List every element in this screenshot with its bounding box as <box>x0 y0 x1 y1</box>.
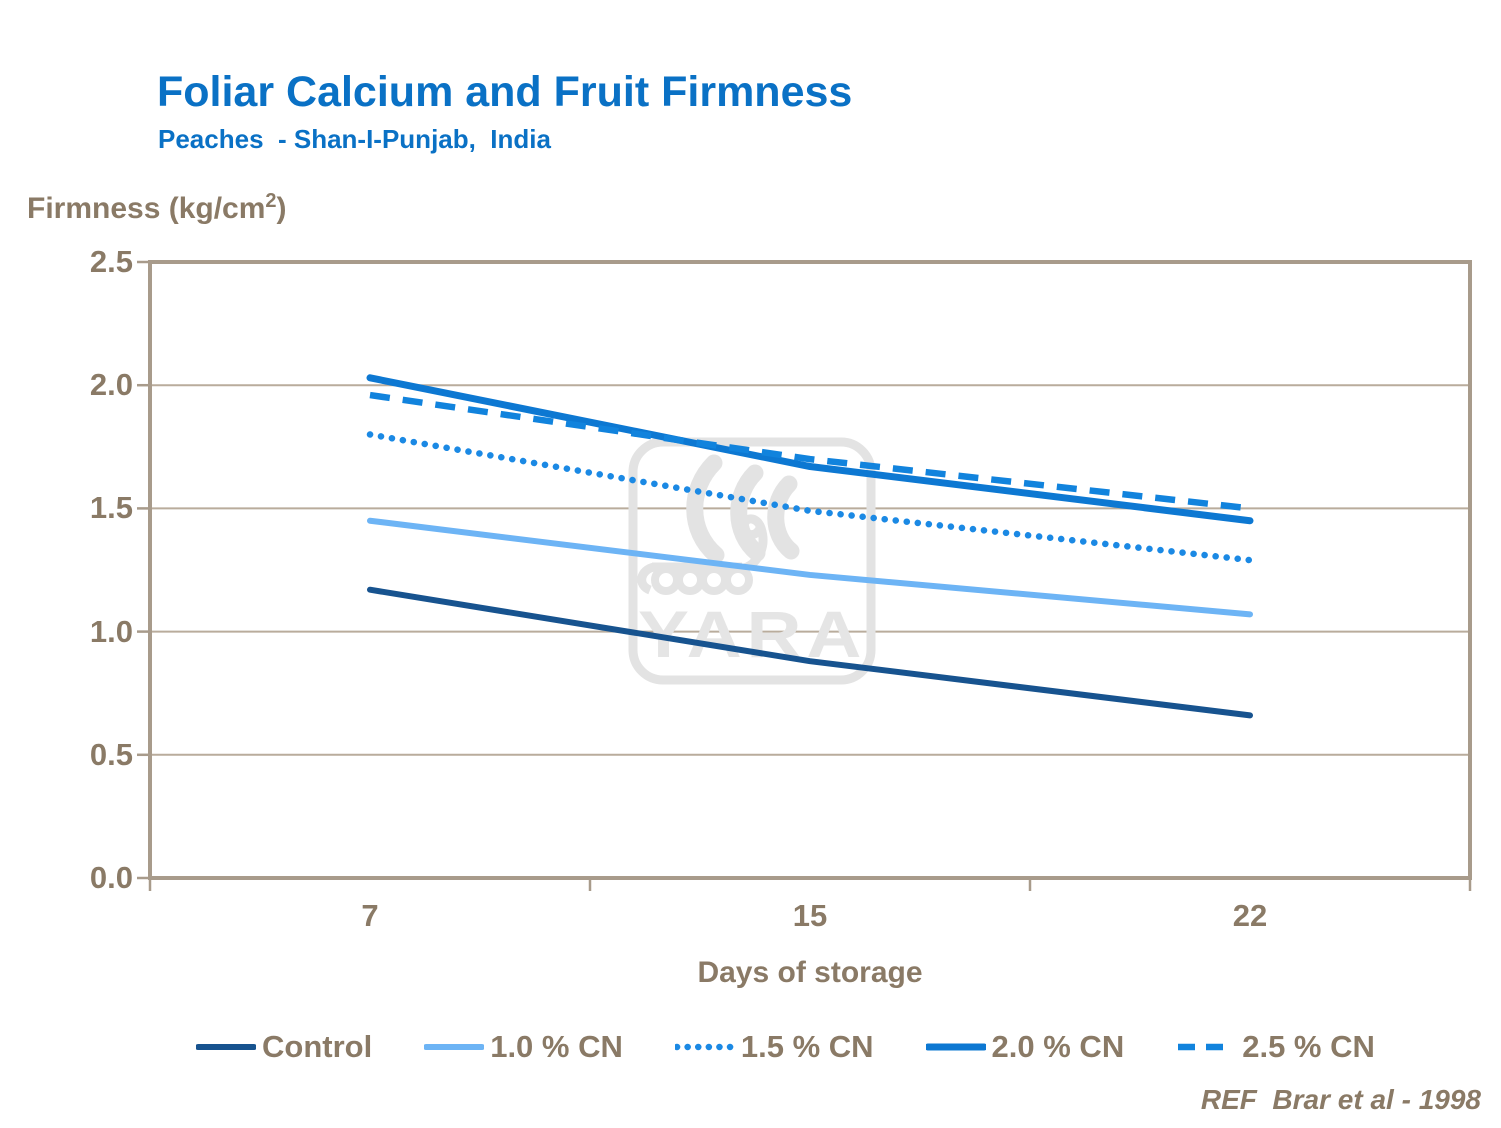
series-line-1-5-cn <box>366 431 1254 564</box>
y-axis-title-superscript: 2 <box>265 190 277 212</box>
chart-subtitle: Peaches - Shan-I-Punjab, India <box>158 124 551 154</box>
x-tick-label-22: 22 <box>1232 898 1268 933</box>
chart-title: Foliar Calcium and Fruit Firmness <box>157 68 853 116</box>
legend-swatch-1-0-cn <box>424 1044 485 1050</box>
x-tick-label-15: 15 <box>792 898 828 933</box>
legend-swatch-2-0-cn <box>925 1043 986 1051</box>
y-tick-label-1.5: 1.5 <box>89 490 133 526</box>
yara-watermark-logo: YARA <box>628 437 876 685</box>
legend-label-2-0-cn: 2.0 % CN <box>991 1029 1125 1064</box>
plot-border <box>148 260 1472 880</box>
series-line-control <box>367 586 1253 719</box>
legend-swatch-2-5-cn <box>1178 1043 1235 1051</box>
legend-swatch-1-5-cn <box>674 1043 735 1051</box>
y-tick-label-0.0: 0.0 <box>89 860 133 895</box>
y-tick-label-0.5: 0.5 <box>89 736 133 772</box>
chart-legend: Control 1.0 % CN 1.5 % CN 2.0 % CN 2.5 % CN <box>196 1020 1375 1074</box>
legend-item-1-0-cn: 1.0 % CN <box>424 1029 623 1065</box>
legend-item-control: Control <box>196 1029 372 1065</box>
legend-label-2-5-cn: 2.5 % CN <box>1242 1029 1375 1064</box>
y-axis-title-close: ) <box>276 192 287 225</box>
watermark-text: YARA <box>638 597 866 671</box>
legend-item-2-0-cn: 2.0 % CN <box>925 1029 1125 1065</box>
y-tick-label-1.0: 1.0 <box>89 613 133 649</box>
x-axis-title: Days of storage <box>697 956 923 989</box>
legend-item-1-5-cn: 1.5 % CN <box>674 1029 874 1065</box>
series-line-1-0-cn <box>367 517 1253 618</box>
viking-ship-sails-icon <box>686 454 800 564</box>
legend-label-control: Control <box>262 1029 373 1064</box>
ref-citation: REF Brar et al - 1998 <box>1200 1084 1481 1115</box>
y-axis-title: Firmness (kg/cm2) <box>27 190 287 226</box>
series-line-2-5-cn <box>369 391 1251 512</box>
legend-item-2-5-cn: 2.5 % CN <box>1176 1029 1375 1065</box>
series-line-2-0-cn <box>366 374 1254 525</box>
x-tick-label-7: 7 <box>361 898 379 933</box>
watermark-frame <box>628 437 876 685</box>
y-axis-title-text: Firmness (kg/cm <box>27 192 266 225</box>
y-tick-label-2.5: 2.5 <box>89 244 133 279</box>
legend-swatch-control <box>196 1044 256 1050</box>
legend-label-1-0-cn: 1.0 % CN <box>490 1029 623 1064</box>
legend-label-1-5-cn: 1.5 % CN <box>740 1029 874 1064</box>
y-tick-label-2.0: 2.0 <box>89 367 133 403</box>
